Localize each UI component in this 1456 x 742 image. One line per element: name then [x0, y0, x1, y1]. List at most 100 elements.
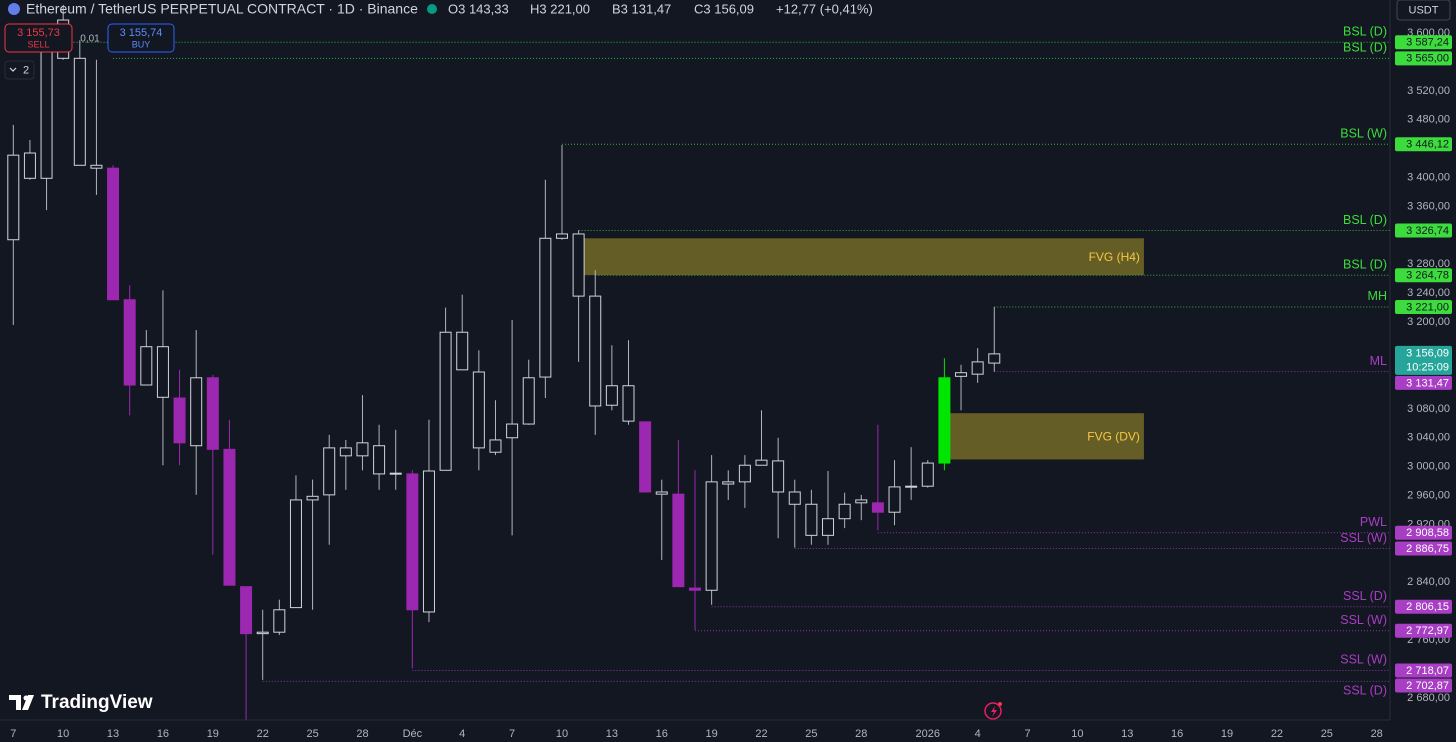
toggle-box[interactable]: [4, 60, 35, 80]
x-tick-label: 7: [1024, 728, 1030, 740]
y-tick-label: 3 520,00: [1407, 85, 1450, 97]
candle-body: [406, 473, 419, 611]
currency[interactable]: USDT: [1409, 4, 1439, 16]
buy-price[interactable]: 3 155,74: [120, 27, 163, 39]
candle-body: [788, 491, 801, 505]
x-tick-label: 13: [107, 728, 119, 740]
candle-body: [655, 491, 668, 495]
x-tick-label: 16: [157, 728, 169, 740]
sell-label[interactable]: SELL: [27, 39, 49, 49]
candle-body: [871, 502, 884, 513]
ohlc-change: +12,77 (+0,41%): [776, 1, 873, 16]
sell-price[interactable]: 3 155,73: [17, 27, 60, 39]
candle-body: [256, 631, 269, 635]
icon-circle[interactable]: [984, 702, 1002, 720]
level-label: SSL (W): [1340, 613, 1387, 627]
x-tick-label: 25: [306, 728, 318, 740]
x-tick-label: 2026: [916, 728, 940, 740]
spread: 0,01: [80, 34, 100, 45]
y-tick-label: 3 360,00: [1407, 200, 1450, 212]
buy-box[interactable]: [107, 23, 175, 53]
candle-body: [888, 486, 901, 513]
candle-body: [389, 472, 402, 475]
x-tick-label: 19: [1221, 728, 1233, 740]
candle-body: [772, 460, 785, 493]
price-tag-label: 2 886,75: [1406, 543, 1449, 555]
x-tick-label: 7: [10, 728, 16, 740]
x-tick-label: 22: [257, 728, 269, 740]
candle-body: [572, 233, 585, 297]
symbol-title: Ethereum / TetherUS PERPETUAL CONTRACT ·…: [26, 1, 418, 17]
last-price-label: 3 156,09: [1406, 347, 1449, 359]
candle-body: [422, 470, 435, 613]
price-tag: [1395, 678, 1452, 693]
chevron[interactable]: [9, 67, 17, 72]
candle-body: [223, 448, 236, 586]
x-tick-label: 16: [1171, 728, 1183, 740]
icon-badge[interactable]: [998, 702, 1002, 706]
candle-body: [90, 164, 103, 169]
price-tag: [1395, 223, 1452, 238]
candle-body: [988, 353, 1001, 364]
level-label: ML: [1370, 354, 1387, 368]
y-tick-label: 3 000,00: [1407, 461, 1450, 473]
candle-body: [672, 493, 685, 588]
candle-body: [522, 377, 535, 425]
x-tick-label: 13: [1121, 728, 1133, 740]
price-tag-label: 2 718,07: [1406, 665, 1449, 677]
currency-box[interactable]: [1396, 0, 1451, 21]
price-tag: [1395, 51, 1452, 66]
price-tag: [1395, 541, 1452, 556]
replay-icon[interactable]: [984, 702, 1002, 720]
x-tick-label: 10: [1071, 728, 1083, 740]
x-tick-label: 4: [459, 728, 465, 740]
candle-body: [339, 447, 352, 457]
header: Ethereum / TetherUS PERPETUAL CONTRACT ·…: [8, 1, 873, 17]
x-tick-label: 28: [356, 728, 368, 740]
buy-button[interactable]: 3 155,74 BUY: [107, 23, 175, 53]
price-axis: 3 600,003 520,003 480,003 400,003 360,00…: [1395, 27, 1452, 704]
price-tag-label: 3 587,24: [1406, 37, 1449, 49]
candle-body: [489, 439, 502, 453]
level-label: SSL (W): [1340, 531, 1387, 545]
price-tag-label: 2 908,58: [1406, 527, 1449, 539]
candle-body: [639, 421, 652, 493]
candle-body: [938, 377, 951, 464]
y-tick-label: 2 840,00: [1407, 576, 1450, 588]
layouts-count[interactable]: 2: [23, 64, 29, 76]
candle-body: [7, 154, 20, 241]
price-tag-label: 3 131,47: [1406, 377, 1449, 389]
price-tag: [1395, 663, 1452, 678]
level-label: SSL (D): [1343, 589, 1387, 603]
currency-button[interactable]: USDT: [1396, 0, 1451, 21]
price-tag: [1395, 137, 1452, 152]
y-tick-label: 3 400,00: [1407, 171, 1450, 183]
symbol-icon: [8, 3, 20, 15]
candle-body: [605, 385, 618, 406]
sell-box[interactable]: [4, 23, 73, 53]
candle-body: [73, 57, 86, 166]
candle-body: [805, 503, 818, 536]
y-tick-label: 3 280,00: [1407, 258, 1450, 270]
x-tick-label: 28: [855, 728, 867, 740]
last-price-tag: [1395, 345, 1452, 375]
candle-body: [456, 331, 469, 371]
icon-bolt[interactable]: [991, 706, 997, 717]
ohlc-low: B3 131,47: [612, 1, 671, 16]
layouts-toggle[interactable]: 2: [4, 60, 35, 80]
sell-button[interactable]: 3 155,73 SELL: [4, 23, 73, 53]
candle-body: [722, 481, 735, 485]
y-tick-label: 3 040,00: [1407, 432, 1450, 444]
price-tag: [1395, 599, 1452, 614]
ohlc-close: C3 156,09: [694, 1, 754, 16]
level-label: MH: [1368, 289, 1387, 303]
price-tag-label: 2 702,87: [1406, 680, 1449, 692]
candle-body: [206, 377, 219, 450]
level-label: BSL (D): [1343, 213, 1387, 227]
candle-body: [472, 371, 485, 449]
buy-label[interactable]: BUY: [132, 39, 151, 49]
status-dot: [427, 4, 437, 14]
candle-body: [689, 587, 701, 591]
candle-body: [140, 346, 153, 386]
price-tag-label: 3 326,74: [1406, 225, 1449, 237]
